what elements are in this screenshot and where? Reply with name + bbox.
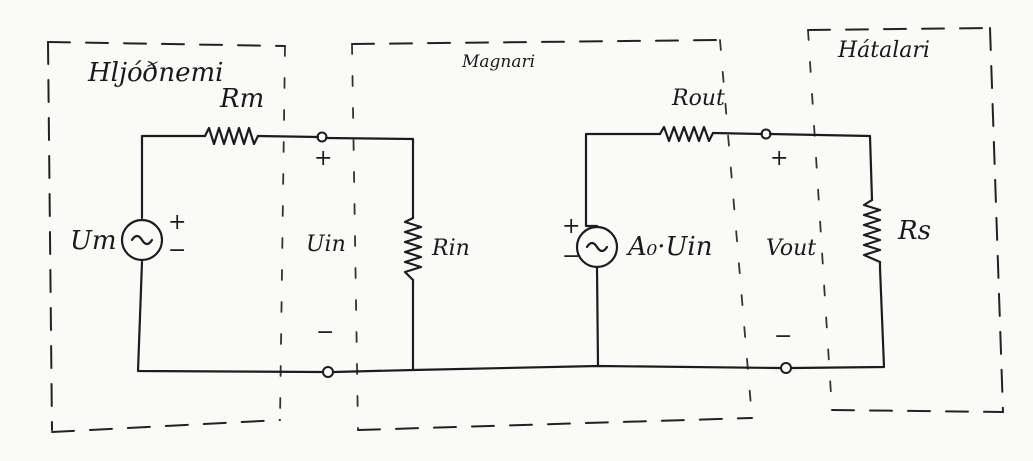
rin-label: Rin (432, 236, 470, 261)
vout-plus-sign: + (770, 146, 789, 171)
speaker-block-title: Hátalari (838, 38, 930, 63)
vout-minus-sign: − (774, 324, 793, 349)
microphone-block-boundary (47, 41, 286, 433)
output-loop-wires (584, 131, 874, 368)
output-terminal-top (760, 128, 772, 140)
rs-resistor (862, 198, 882, 270)
rout-label: Rout (672, 86, 725, 111)
dependent-voltage-source (575, 225, 619, 269)
um-minus-sign: − (168, 238, 187, 263)
vout-label: Vout (766, 236, 817, 261)
speaker-block-boundary (807, 27, 1004, 413)
um-label: Um (70, 226, 117, 256)
rm-label: Rm (220, 84, 265, 114)
um-voltage-source (120, 218, 164, 262)
ground-rail (411, 364, 782, 372)
input-terminal-bottom (322, 366, 334, 378)
uin-plus-sign: + (314, 146, 333, 171)
rs-label: Rs (898, 216, 931, 246)
dep-source-minus-sign: − (562, 244, 581, 269)
rout-resistor (658, 125, 715, 143)
amplifier-block-title: Magnari (462, 52, 536, 72)
amplifier-block-boundary (351, 39, 753, 431)
uin-minus-sign: − (316, 320, 335, 345)
ground-rail-right (790, 266, 886, 370)
uin-label: Uin (306, 232, 346, 257)
dep-source-plus-sign: + (562, 214, 581, 239)
dependent-source-label: A₀·Uin (628, 232, 713, 262)
input-terminal-top (316, 131, 328, 143)
rm-resistor (203, 126, 260, 146)
rin-resistor (403, 216, 423, 282)
output-terminal-bottom (780, 362, 792, 374)
um-plus-sign: + (168, 210, 187, 235)
microphone-block-title: Hljóðnemi (88, 58, 224, 88)
